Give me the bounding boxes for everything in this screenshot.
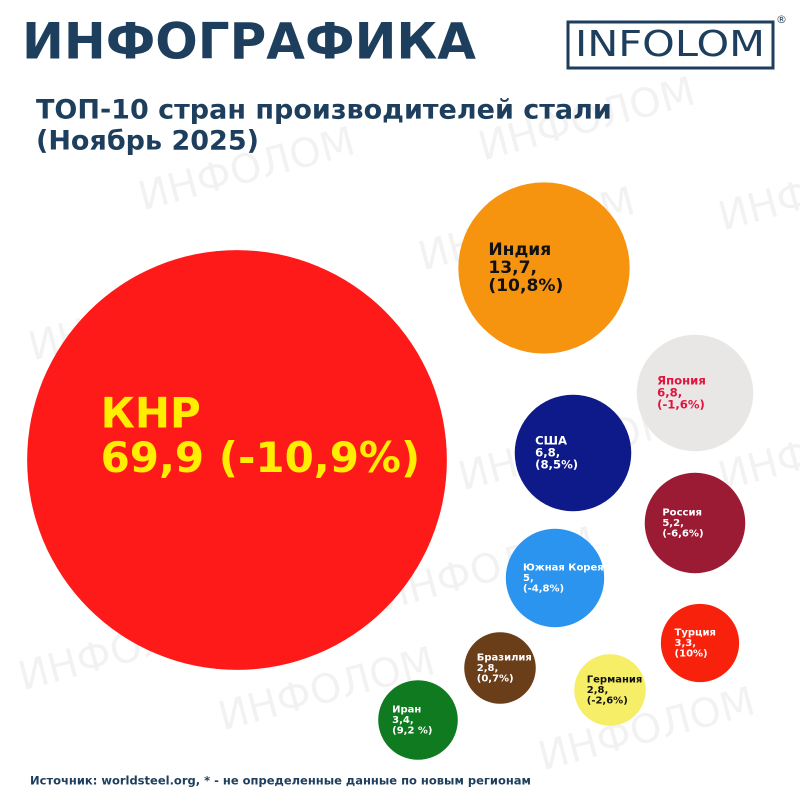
country-label: США (535, 433, 567, 447)
change-label: (10,8%) (488, 276, 563, 296)
header: ИНФОГРАФИКА (22, 13, 476, 71)
bubble (464, 632, 536, 704)
bubble (27, 250, 447, 670)
value-label: 6,8, (657, 386, 682, 400)
change-label: (9,2 %) (392, 726, 432, 737)
change: (-10,9%) (219, 433, 420, 482)
change-label: (8,5%) (535, 458, 578, 472)
country-label: КНР (101, 388, 201, 437)
value: 69,9 (101, 433, 205, 482)
change-label: (10%) (675, 649, 708, 660)
value-label: 6,8, (535, 446, 560, 460)
country-label: Бразилия (477, 653, 532, 664)
country-label: Турция (675, 628, 716, 639)
country-label: Южная Корея (523, 563, 604, 574)
value-label: 3,4, (392, 715, 414, 726)
country-label: Иран (392, 705, 421, 716)
change-label: (0,7%) (477, 674, 514, 685)
country-label: Россия (662, 507, 702, 518)
bubble (636, 334, 754, 452)
country-label: Германия (587, 675, 643, 686)
value-label: 69,9 (-10,9%) (101, 433, 421, 482)
country-label: Япония (657, 373, 706, 387)
bubble (574, 654, 646, 726)
value-label: 5,2, (662, 518, 684, 529)
value-label: 2,8, (587, 685, 609, 696)
change-label: (-1,6%) (657, 398, 705, 412)
bubble (644, 472, 746, 574)
change-label: (-4,8%) (523, 584, 564, 595)
value-label: 13,7, (488, 258, 537, 278)
bubble (458, 182, 630, 354)
change-label: (-6,6%) (662, 529, 703, 540)
title: ТОП-10 стран производителей стали (36, 95, 612, 126)
source: Источник: worldsteel.org, * - не определ… (30, 774, 531, 788)
bubble (378, 680, 458, 760)
logo: INFOLOM (575, 24, 765, 65)
bubble (660, 603, 740, 683)
bubble (505, 528, 605, 628)
logo-mark: ® (776, 13, 787, 26)
country-label: Индия (488, 240, 551, 260)
logo-frame (566, 20, 775, 70)
value-label: 5, (523, 573, 534, 584)
value-label: 2,8, (477, 663, 499, 674)
change-label: (-2,6%) (587, 696, 628, 707)
value-label: 3,3, (675, 638, 697, 649)
bubble (514, 394, 632, 512)
subtitle: (Ноябрь 2025) (36, 126, 259, 157)
